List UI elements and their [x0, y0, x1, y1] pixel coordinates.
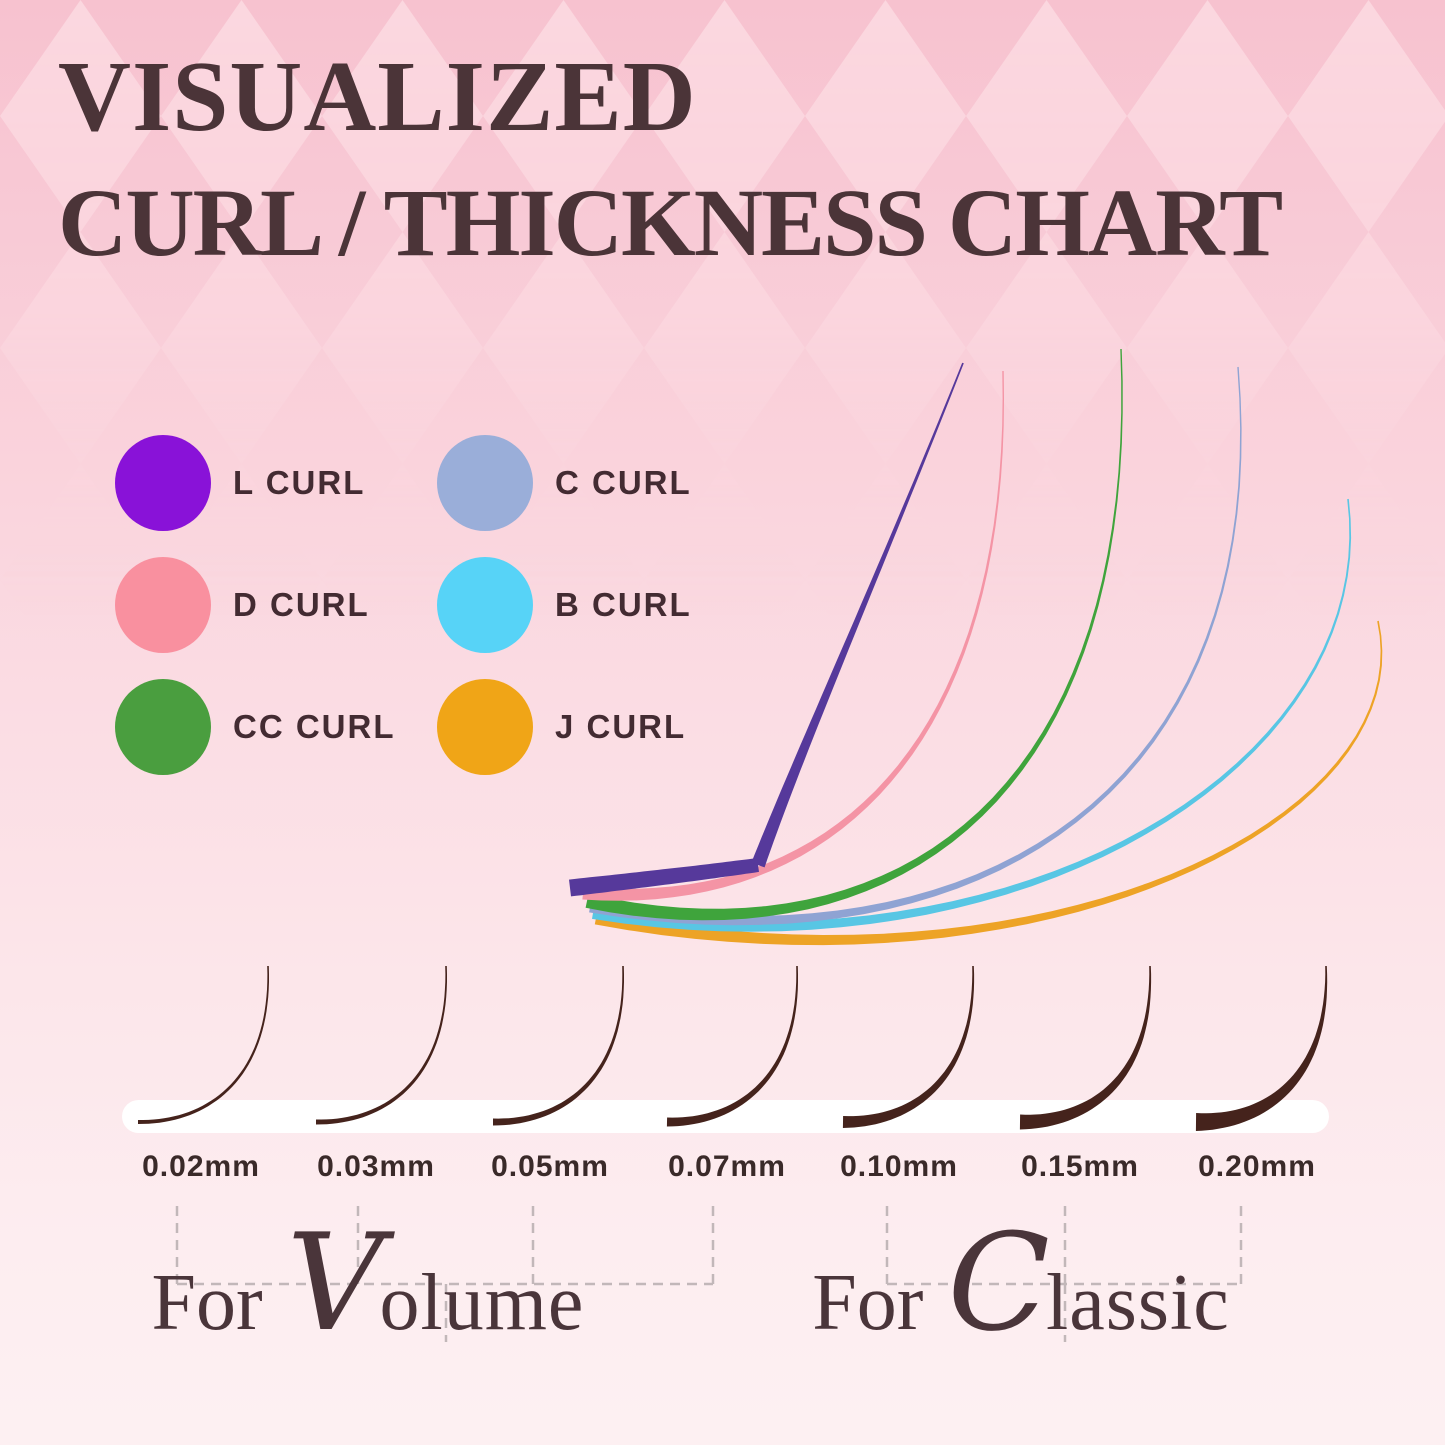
- legend-item-d-curl: D CURL: [115, 544, 437, 666]
- legend-label: C CURL: [555, 464, 692, 501]
- legend-item-j-curl: J CURL: [437, 666, 857, 788]
- curl-curve-d-curl: [582, 371, 1004, 901]
- diamond-pattern-background: [0, 0, 1445, 620]
- b-curl-swatch-icon: [437, 557, 533, 653]
- l-curl-swatch-icon: [115, 435, 211, 531]
- curl-curve-b-curl: [592, 498, 1352, 932]
- j-curl-swatch-icon: [437, 679, 533, 775]
- thickness-label: 0.15mm: [1021, 1150, 1139, 1183]
- curl-curve-l-curl: [569, 858, 759, 897]
- title-line-1: VISUALIZED: [58, 40, 697, 152]
- volume-word-rest: olume: [379, 1259, 585, 1347]
- d-curl-swatch-icon: [115, 557, 211, 653]
- for-classic-prefix: For: [812, 1259, 924, 1347]
- for-volume-label: For V olume: [151, 1205, 585, 1361]
- legend-item-c-curl: C CURL: [437, 422, 857, 544]
- for-volume-prefix: For: [151, 1259, 263, 1347]
- thickness-label: 0.20mm: [1198, 1150, 1316, 1183]
- legend-label: CC CURL: [233, 708, 396, 745]
- title-line-2: CURL / THICKNESS CHART: [58, 169, 1283, 276]
- legend-item-l-curl: L CURL: [115, 422, 437, 544]
- curl-color-legend: L CURL C CURL D CURL B CURL CC CURL J CU…: [115, 422, 857, 788]
- thickness-label: 0.03mm: [317, 1150, 435, 1183]
- lash-stroke: [1195, 966, 1328, 1131]
- thickness-label: 0.07mm: [668, 1150, 786, 1183]
- curl-curve-l-curl: [751, 362, 964, 868]
- bracket-lines: [175, 1206, 1243, 1342]
- legend-label: J CURL: [555, 708, 687, 745]
- legend-label: L CURL: [233, 464, 366, 501]
- classic-word-rest: lassic: [1045, 1259, 1230, 1347]
- thickness-label: 0.02mm: [142, 1150, 260, 1183]
- cc-curl-swatch-icon: [115, 679, 211, 775]
- thickness-label: 0.10mm: [840, 1150, 958, 1183]
- thickness-label: 0.05mm: [491, 1150, 609, 1183]
- thickness-bar: [122, 1100, 1329, 1133]
- lash-strokes: [138, 966, 1328, 1131]
- legend-item-b-curl: B CURL: [437, 544, 857, 666]
- legend-item-cc-curl: CC CURL: [115, 666, 437, 788]
- c-curl-swatch-icon: [437, 435, 533, 531]
- curl-curves: [569, 349, 1383, 946]
- for-classic-label: For C lassic: [812, 1205, 1230, 1361]
- page-title: VISUALIZED CURL / THICKNESS CHART: [58, 40, 1283, 276]
- legend-label: D CURL: [233, 586, 370, 623]
- legend-label: B CURL: [555, 586, 692, 623]
